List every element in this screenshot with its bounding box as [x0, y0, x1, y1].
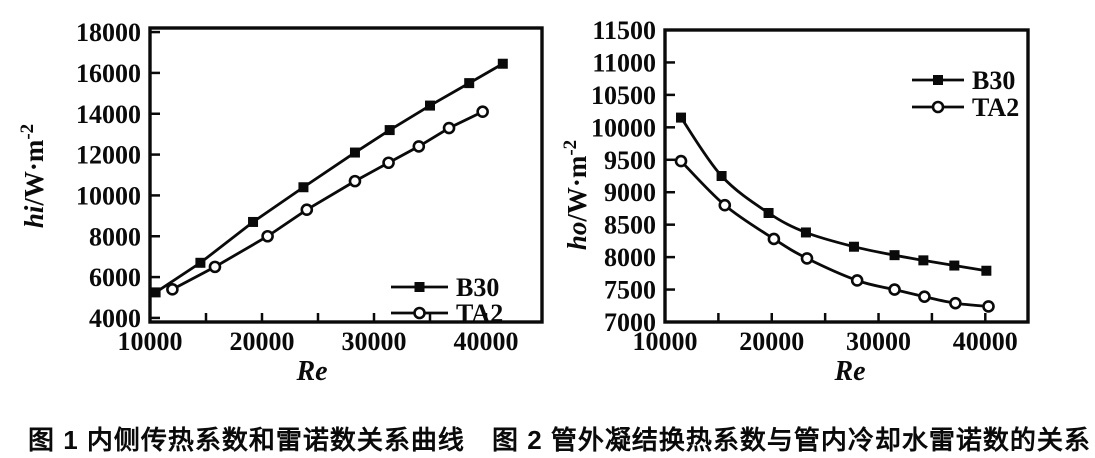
- series-B30: [676, 112, 992, 276]
- x-tick-label: 10000: [633, 327, 698, 356]
- legend-label-B30: B30: [972, 66, 1015, 95]
- x-tick-label: 20000: [230, 327, 295, 356]
- y-tick-label: 11000: [592, 48, 656, 77]
- figure1-chart-hi-vs-re: 10000 20000 30000 40000 4000 6000 8000 10000 120…: [17, 18, 544, 387]
- x-tick-label: 30000: [342, 327, 407, 356]
- legend-label-B30: B30: [456, 273, 499, 302]
- series-B30: [150, 58, 508, 298]
- x-tick-label: 20000: [739, 327, 804, 356]
- figure2-chart-ho-vs-re: 10000 20000 30000 40000 7000 7500 8000 8500 9000…: [560, 16, 1030, 387]
- y-tick-label: 10000: [591, 113, 656, 142]
- y-tick-label: 9500: [604, 146, 656, 175]
- y-tick-label: 8500: [604, 211, 656, 240]
- x-tick-label: 40000: [454, 327, 519, 356]
- y-tick-label: 9000: [604, 178, 656, 207]
- y-tick-label: 16000: [76, 59, 141, 88]
- y-axis-label: ho/W·m-2: [560, 140, 592, 250]
- y-tick-label: 12000: [76, 141, 141, 170]
- axes: 10000 20000 30000 40000 7000 7500 8000 8500 9000…: [591, 16, 1030, 356]
- y-tick-label: 10000: [76, 181, 141, 210]
- y-tick-label: 6000: [89, 263, 141, 292]
- figure1-caption: 图 1 内侧传热系数和雷诺数关系曲线: [28, 425, 465, 455]
- x-axis-label: Re: [295, 356, 327, 387]
- plot-frame: [663, 28, 1030, 324]
- axes: 10000 20000 30000 40000 4000 6000 8000 10000 120…: [76, 18, 544, 356]
- y-tick-label: 7000: [604, 308, 656, 337]
- series-TA2: [166, 105, 489, 296]
- y-axis-label: hi/W·m-2: [17, 124, 49, 228]
- figure2-caption: 图 2 管外凝结换热系数与管内冷却水雷诺数的关系: [492, 425, 1091, 455]
- y-tick-label: 8000: [604, 243, 656, 272]
- y-tick-label: 4000: [89, 304, 141, 333]
- x-tick-label: 40000: [953, 327, 1018, 356]
- y-tick-label: 8000: [89, 222, 141, 251]
- x-axis-label: Re: [833, 356, 865, 387]
- x-tick-label: 10000: [118, 327, 183, 356]
- legend-label-TA2: TA2: [456, 299, 503, 328]
- plot-frame: [148, 26, 544, 324]
- y-tick-label: 10500: [591, 81, 656, 110]
- y-tick-label: 14000: [76, 100, 141, 129]
- y-tick-label: 11500: [592, 16, 656, 45]
- series-TA2: [674, 154, 995, 313]
- legend-label-TA2: TA2: [972, 93, 1019, 122]
- y-tick-label: 7500: [604, 276, 656, 305]
- x-tick-label: 30000: [846, 327, 911, 356]
- y-tick-label: 18000: [76, 18, 141, 47]
